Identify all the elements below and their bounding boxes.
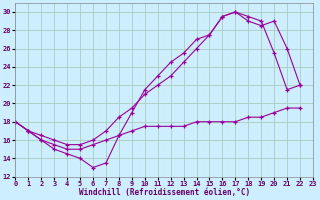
X-axis label: Windchill (Refroidissement éolien,°C): Windchill (Refroidissement éolien,°C) (79, 188, 250, 197)
